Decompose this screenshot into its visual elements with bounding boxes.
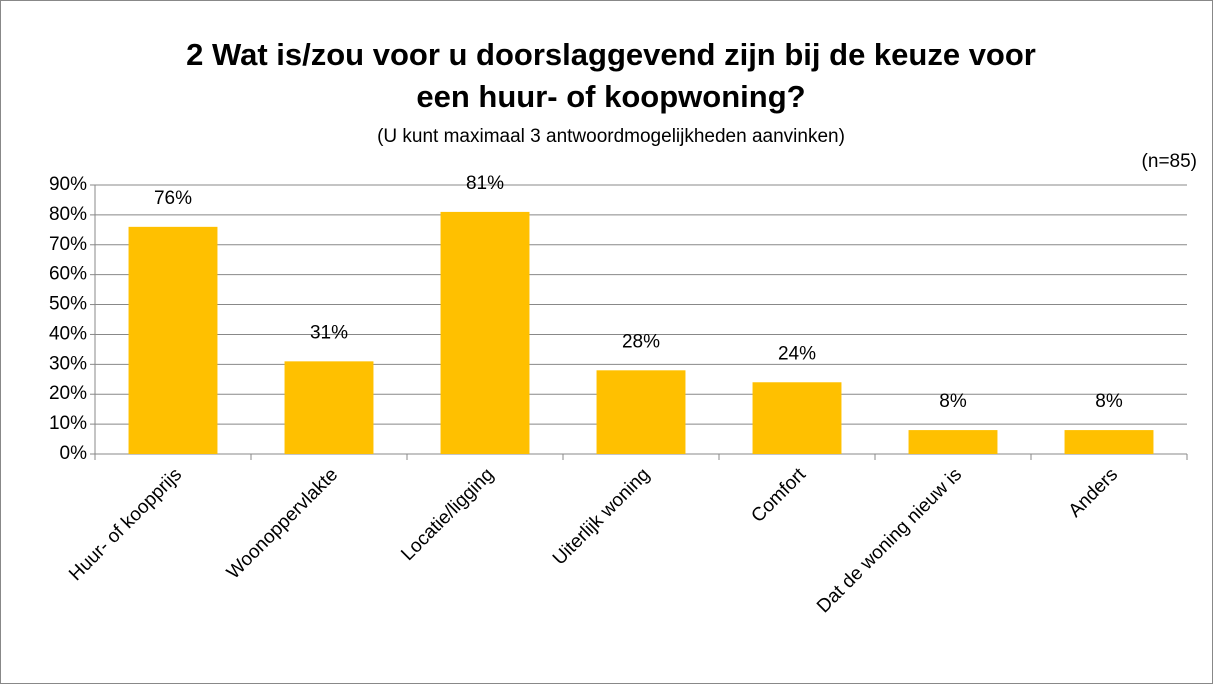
bar	[284, 361, 374, 454]
y-tick-label: 10%	[49, 413, 87, 434]
data-label: 28%	[622, 331, 660, 352]
y-tick-label: 80%	[49, 204, 87, 225]
chart-title: 2 Wat is/zou voor u doorslaggevend zijn …	[186, 37, 1036, 72]
data-label: 8%	[1095, 391, 1123, 412]
data-label: 31%	[310, 322, 348, 343]
y-tick-label: 50%	[49, 294, 87, 315]
bar	[440, 211, 530, 454]
data-label: 24%	[778, 343, 816, 364]
y-tick-label: 70%	[49, 234, 87, 255]
chart-subtitle: (U kunt maximaal 3 antwoordmogelijkheden…	[377, 126, 845, 147]
chart-title: een huur- of koopwoning?	[416, 79, 805, 114]
y-tick-label: 90%	[49, 174, 87, 195]
y-tick-label: 40%	[49, 323, 87, 344]
bar	[128, 226, 218, 454]
y-tick-label: 20%	[49, 383, 87, 404]
bar	[596, 370, 686, 454]
bar	[1064, 430, 1154, 454]
bar	[908, 430, 998, 454]
annotation: (n=85)	[1142, 151, 1197, 172]
bar	[752, 382, 842, 454]
data-label: 81%	[466, 173, 504, 194]
data-label: 76%	[154, 188, 192, 209]
y-tick-label: 60%	[49, 264, 87, 285]
y-tick-label: 30%	[49, 353, 87, 374]
data-label: 8%	[939, 391, 967, 412]
y-tick-label: 0%	[60, 443, 88, 464]
